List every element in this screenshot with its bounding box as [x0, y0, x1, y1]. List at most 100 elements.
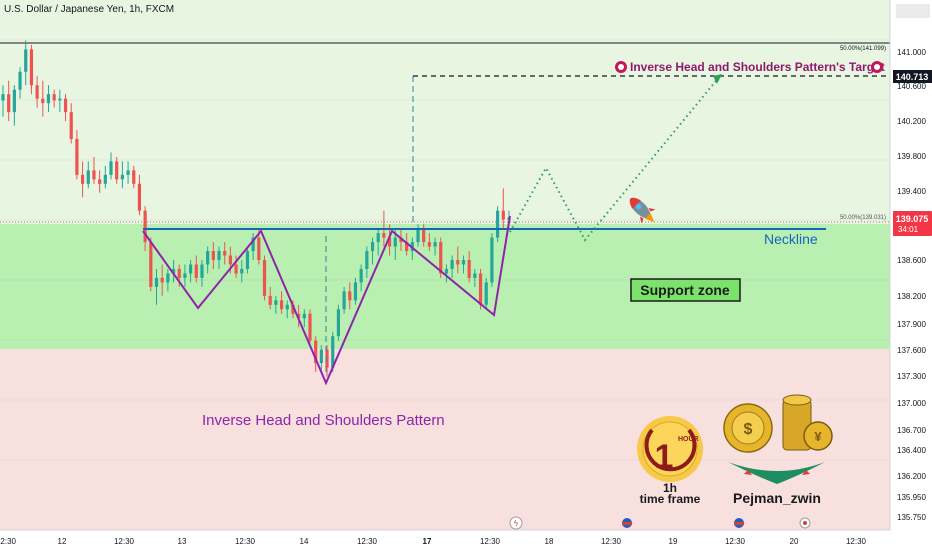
- symbol-title: U.S. Dollar / Japanese Yen, 1h, FXCM: [4, 4, 175, 15]
- candle-body: [376, 233, 380, 243]
- candle: [262, 255, 267, 301]
- candle: [217, 246, 221, 269]
- candle: [359, 264, 363, 292]
- badge-hour-text: HOUR: [678, 436, 699, 443]
- candle: [211, 242, 215, 269]
- candle: [166, 268, 170, 292]
- candle: [75, 130, 79, 180]
- candle-body: [154, 277, 159, 287]
- candle-body: [319, 349, 323, 364]
- target-label-group: Inverse Head and Shoulders Pattern's Tar…: [615, 60, 885, 74]
- price-axis[interactable]: 141.000 140.600 140.200 139.800 139.400 138.6…: [889, 0, 932, 550]
- candle: [126, 161, 130, 184]
- candle: [92, 156, 96, 184]
- svg-text:ϟ: ϟ: [514, 519, 519, 528]
- candle-body: [80, 174, 85, 184]
- time-tick-label: 13: [178, 537, 187, 546]
- candle-body: [183, 273, 187, 278]
- candle: [302, 309, 306, 328]
- price-tick-label: 140.200: [897, 117, 926, 126]
- price-tick-label: 139.400: [897, 187, 926, 196]
- candle: [24, 40, 28, 86]
- candle-body: [456, 260, 460, 265]
- candle: [223, 242, 227, 265]
- candle: [12, 85, 16, 126]
- candle: [52, 89, 56, 108]
- timeframe-line2: time frame: [640, 492, 701, 506]
- candle: [427, 233, 431, 252]
- candle: [461, 255, 466, 274]
- candle-body: [484, 282, 488, 305]
- candle-body: [46, 94, 51, 104]
- candle-body: [370, 242, 375, 252]
- candle-body: [126, 170, 130, 175]
- candle: [376, 228, 380, 256]
- support-zone-label-box: Support zone: [630, 278, 741, 302]
- candle: [86, 161, 90, 189]
- candle-body: [211, 251, 215, 261]
- candle-body: [297, 313, 301, 319]
- target-icon-inner: [618, 64, 624, 70]
- candle-body: [177, 268, 181, 278]
- candle: [495, 206, 500, 243]
- time-axis[interactable]: 12:30 12 12:30 13 12:30 14 12:30 17 12:30 18 12:30…: [0, 529, 932, 550]
- candle: [35, 76, 39, 108]
- candle: [467, 251, 471, 283]
- candle: [433, 237, 437, 256]
- candle-body: [69, 112, 73, 140]
- target-price-badge: 140.713: [893, 70, 932, 83]
- candle: [183, 264, 187, 287]
- time-tick-label: 12:30: [357, 537, 378, 546]
- badge-number: 1: [655, 438, 674, 476]
- timeframe-badge: HOUR 1 1h time frame: [637, 416, 703, 506]
- target-price-label: 140.713: [896, 72, 929, 82]
- candle: [422, 224, 426, 247]
- candle-body: [217, 251, 221, 261]
- target-label: Inverse Head and Shoulders Pattern's Tar…: [630, 60, 885, 74]
- candle: [103, 165, 107, 189]
- candle: [279, 291, 284, 314]
- current-price-label: 139.075: [896, 214, 929, 224]
- candle: [115, 156, 119, 184]
- candle: [154, 268, 159, 305]
- price-tick-label: 139.800: [897, 152, 926, 161]
- candle-body: [143, 210, 147, 243]
- candle-body: [228, 255, 232, 265]
- candle-body: [399, 237, 403, 243]
- price-tick-label: 135.950: [897, 493, 926, 502]
- candle: [109, 152, 113, 180]
- candle: [314, 336, 318, 373]
- candle: [200, 260, 204, 287]
- candle-body: [427, 242, 431, 247]
- candle: [206, 246, 210, 274]
- price-tick-label: 135.750: [897, 513, 926, 522]
- rocket-icon: [629, 197, 656, 224]
- candle-body: [200, 264, 204, 278]
- support-zone-band: [0, 224, 890, 349]
- candle-body: [342, 291, 346, 310]
- candle-body: [12, 89, 16, 113]
- candle-body: [206, 251, 210, 265]
- price-tick-label: 141.000: [897, 48, 926, 57]
- candle: [399, 228, 403, 252]
- time-tick-label: 14: [300, 537, 309, 546]
- candle-body: [336, 309, 341, 337]
- candle-body: [52, 94, 56, 101]
- candle: [194, 255, 198, 283]
- candle-body: [245, 251, 250, 269]
- candle-body: [1, 94, 5, 101]
- candle-body: [223, 251, 227, 256]
- candle: [240, 260, 244, 283]
- candle: [251, 233, 255, 261]
- candle-body: [7, 94, 11, 113]
- time-tick-label: 12:30: [725, 537, 746, 546]
- candle-body: [450, 260, 454, 269]
- candle-body: [422, 228, 426, 243]
- candle-body: [103, 174, 107, 184]
- time-tick-label: 20: [790, 537, 799, 546]
- neckline-label: Neckline: [764, 231, 818, 247]
- candle-body: [166, 273, 170, 283]
- candle: [274, 295, 278, 314]
- candle: [325, 345, 329, 377]
